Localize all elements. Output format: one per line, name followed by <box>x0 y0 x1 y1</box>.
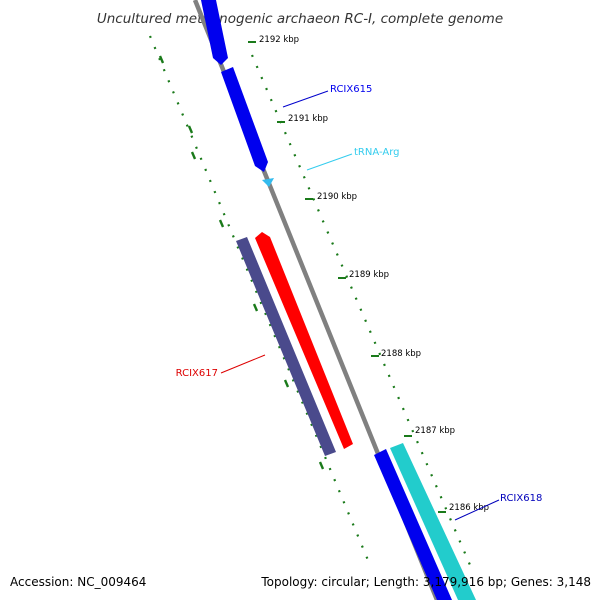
gene-trna-arg[interactable] <box>262 178 274 187</box>
outer-dash <box>318 461 325 470</box>
gene-blue-top[interactable] <box>201 0 228 65</box>
trna-arg-leader <box>306 153 353 171</box>
outer-dash <box>190 151 197 160</box>
outer-scale-track <box>148 35 372 566</box>
gene-rcix617-red[interactable] <box>255 232 353 449</box>
gene-rcix618-blue[interactable] <box>374 449 452 600</box>
tick-label: 2190 kbp <box>317 192 357 202</box>
outer-dash <box>283 379 290 388</box>
tick-label: 2188 kbp <box>381 349 421 359</box>
tick-label: 2192 kbp <box>259 35 299 45</box>
trna-arg-label: tRNA-Arg <box>354 147 399 158</box>
genome-summary-text: Topology: circular; Length: 3,179,916 bp… <box>260 575 591 589</box>
outer-dash <box>187 125 194 134</box>
outer-dash <box>252 303 259 312</box>
rcix617-label: RCIX617 <box>176 368 218 379</box>
rcix615-leader <box>282 90 329 108</box>
map-title: Uncultured methanogenic archaeon RC-I, c… <box>97 11 503 27</box>
rcix615-label: RCIX615 <box>330 84 372 95</box>
rcix618-leader <box>454 499 500 521</box>
gene-rcix615[interactable] <box>221 67 268 172</box>
outer-dash <box>218 219 225 228</box>
tick-label: 2189 kbp <box>349 270 389 280</box>
rcix617-leader <box>220 354 266 374</box>
tick-label: 2191 kbp <box>288 114 328 124</box>
outer-track-dashes <box>158 55 325 470</box>
accession-text: Accession: NC_009464 <box>10 575 146 589</box>
scale-ticks: 2192 kbp 2191 kbp 2190 kbp 2189 kbp 2188… <box>248 35 489 513</box>
rcix618-label: RCIX618 <box>500 493 542 504</box>
outer-dash <box>158 55 165 64</box>
inner-scale-track <box>250 54 472 566</box>
gene-cyan[interactable] <box>390 443 476 600</box>
gene-slate[interactable] <box>236 237 336 456</box>
tick-label: 2186 kbp <box>449 503 489 513</box>
tick-label: 2187 kbp <box>415 426 455 436</box>
